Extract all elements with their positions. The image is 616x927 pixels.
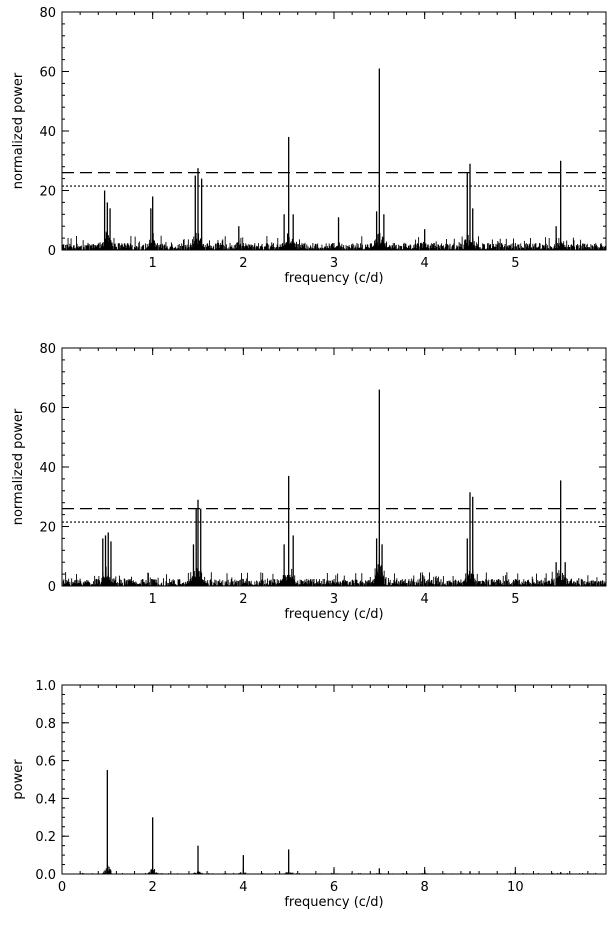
y-tick-label: 0.2 — [35, 830, 56, 845]
x-tick-label: 4 — [239, 880, 247, 895]
chart-panel-1: 1 2 3 4 5 0 20 40 60 80 frequency (c/d) normalized … — [11, 6, 607, 286]
x-tick-label: 5 — [511, 256, 519, 271]
y-tick-label: 60 — [39, 66, 56, 81]
x-axis-title: frequency (c/d) — [284, 895, 383, 910]
x-axis-title: frequency (c/d) — [284, 607, 383, 622]
x-tick-label: 1 — [149, 592, 157, 607]
y-tick-label: 20 — [39, 185, 56, 200]
y-tick-label: 0 — [48, 244, 56, 259]
y-tick-label: 0.0 — [35, 868, 56, 883]
x-tick-label: 3 — [330, 256, 338, 271]
y-tick-label: 0.6 — [35, 755, 56, 770]
chart-panel-2: 1 2 3 4 5 0 20 40 60 80 frequency (c/d) normalized … — [11, 342, 607, 622]
x-tick-label: 8 — [421, 880, 429, 895]
x-tick-label: 3 — [330, 592, 338, 607]
plot-frame — [61, 11, 607, 251]
y-tick-label: 0.4 — [35, 792, 56, 807]
x-tick-label: 4 — [421, 256, 429, 271]
y-tick-label: 80 — [39, 342, 56, 357]
x-tick-label: 10 — [507, 880, 524, 895]
y-tick-label: 0.8 — [35, 717, 56, 732]
x-tick-label: 2 — [149, 880, 157, 895]
y-tick-label: 20 — [39, 521, 56, 536]
y-tick-label: 40 — [39, 461, 56, 476]
y-tick-label: 60 — [39, 402, 56, 417]
x-tick-label: 4 — [421, 592, 429, 607]
y-tick-label: 80 — [39, 6, 56, 21]
chart-panel-3: 0 2 4 6 8 10 0.0 0.2 0.4 0.6 0.8 1.0 frequency (c/d)… — [11, 679, 607, 910]
plot-frame — [61, 347, 607, 587]
y-tick-label: 0 — [48, 580, 56, 595]
y-axis-title: normalized power — [11, 72, 26, 189]
x-axis-title: frequency (c/d) — [284, 271, 383, 286]
x-tick-label: 0 — [58, 880, 66, 895]
x-tick-label: 2 — [239, 592, 247, 607]
y-axis-title: normalized power — [11, 408, 26, 525]
x-tick-label: 6 — [330, 880, 338, 895]
x-tick-label: 2 — [239, 256, 247, 271]
y-tick-label: 1.0 — [35, 679, 56, 694]
x-tick-label: 5 — [511, 592, 519, 607]
y-tick-label: 40 — [39, 125, 56, 140]
x-tick-label: 1 — [149, 256, 157, 271]
y-axis-title: power — [11, 759, 26, 800]
plot-frame — [61, 684, 607, 875]
